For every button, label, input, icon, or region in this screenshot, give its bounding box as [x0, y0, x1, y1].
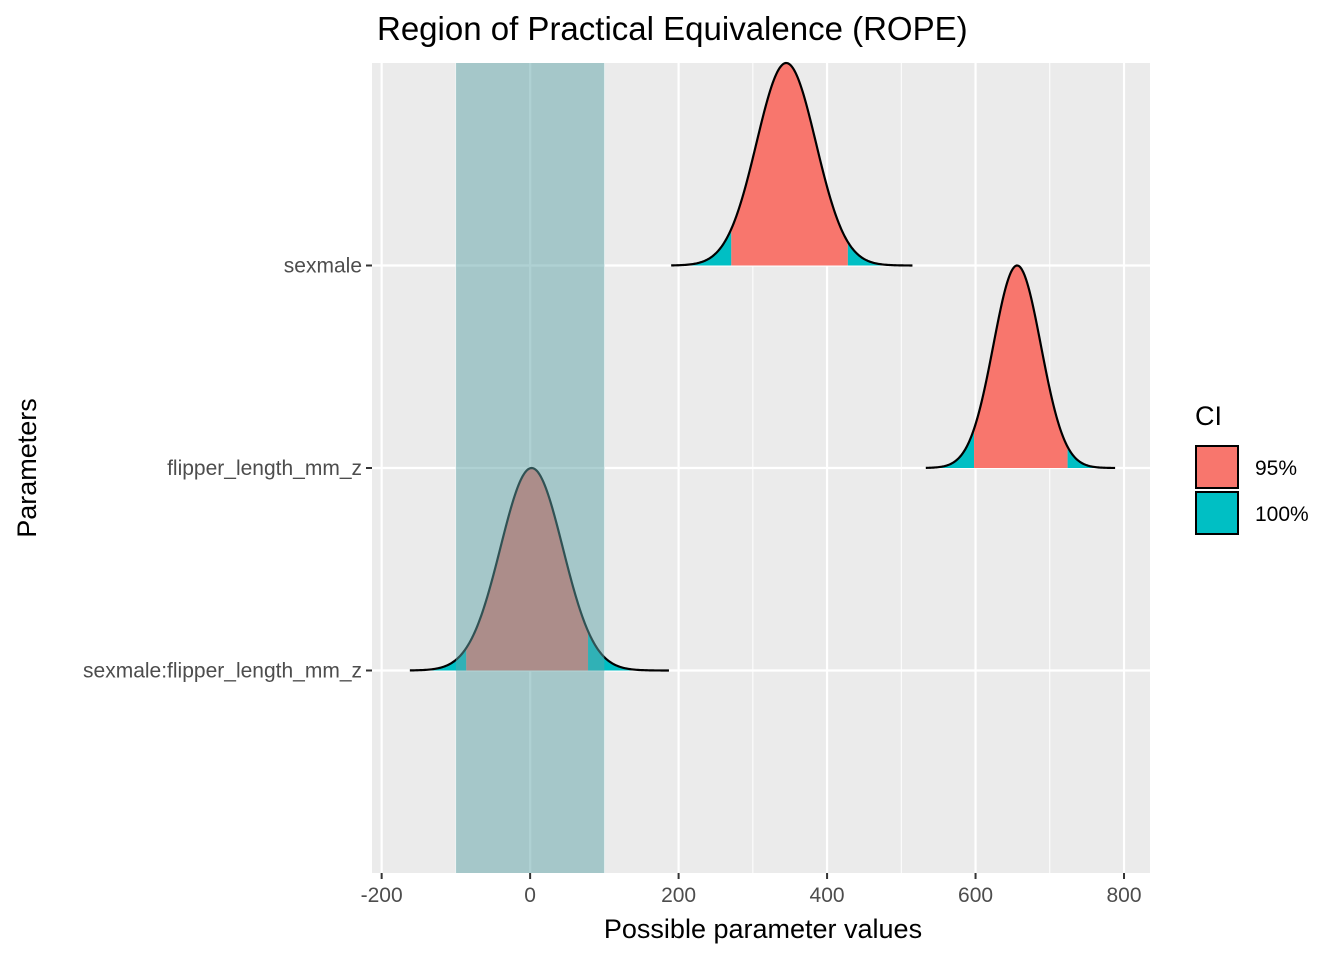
chart-title: Region of Practical Equivalence (ROPE) [377, 10, 968, 47]
y-tick-label: sexmale [284, 255, 362, 278]
density-tail-left [671, 228, 732, 266]
density-ci95 [731, 63, 848, 266]
density-tail-left [409, 647, 467, 671]
x-axis-title: Possible parameter values [604, 914, 922, 944]
legend-key-100 [1195, 491, 1239, 535]
axes: sexmale flipper_length_mm_z sexmale:flippe… [83, 255, 1142, 908]
y-axis-title: Parameters [12, 398, 42, 538]
legend-title: CI [1195, 401, 1222, 431]
legend-label-100: 100% [1255, 503, 1309, 526]
rope-band [455, 63, 605, 873]
x-tick-label: 200 [661, 884, 696, 907]
density-outline [671, 61, 913, 267]
x-tick-label: -200 [361, 884, 403, 907]
x-tick-label: 400 [810, 884, 845, 907]
legend: CI 95% 100% [1195, 401, 1309, 535]
density-tail-left [925, 428, 975, 468]
x-tick-label: 800 [1106, 884, 1141, 907]
rope-rect [455, 63, 605, 873]
legend-key-95 [1195, 445, 1239, 489]
x-tick-label: 0 [524, 884, 536, 907]
legend-label-95: 95% [1255, 457, 1297, 480]
y-tick-label: sexmale:flipper_length_mm_z [83, 660, 362, 683]
y-tick-label: flipper_length_mm_z [167, 457, 362, 480]
density-ci95 [974, 265, 1068, 468]
x-tick-label: 600 [958, 884, 993, 907]
density-outline [925, 264, 1116, 470]
